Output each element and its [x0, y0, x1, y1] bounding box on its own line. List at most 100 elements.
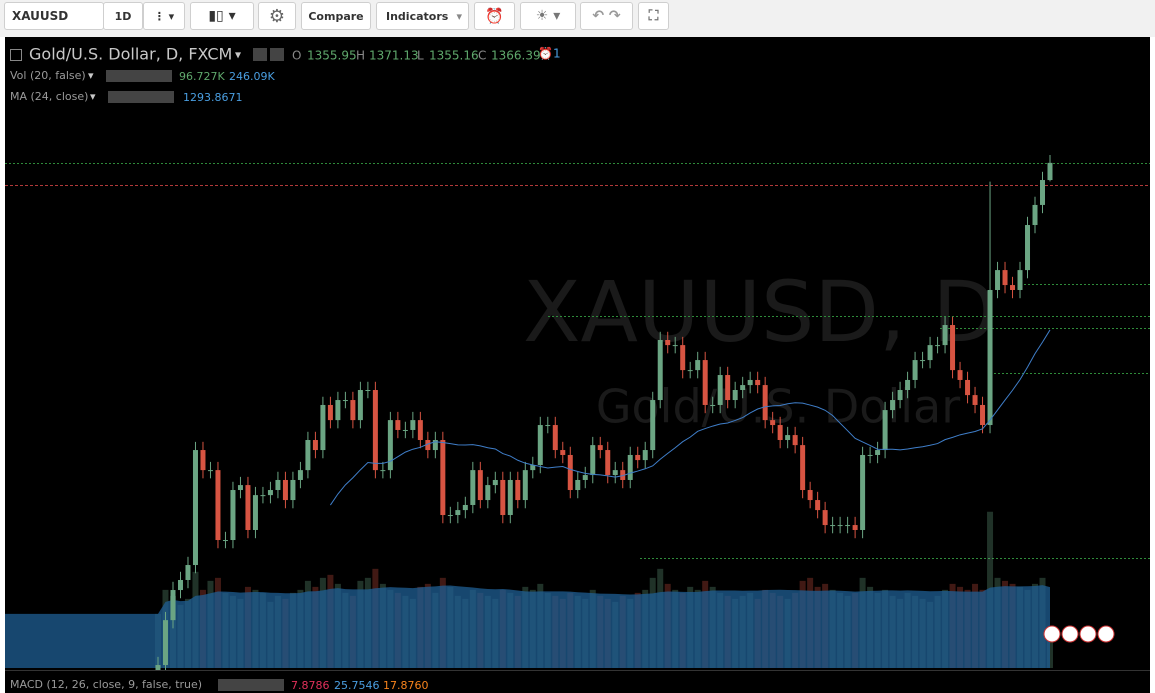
volume-value: 96.727K [179, 70, 225, 83]
candle-body [1047, 162, 1053, 181]
candle-body [830, 525, 836, 527]
candle-body [852, 525, 858, 530]
candle-body [927, 345, 933, 361]
ma-line [329, 329, 1051, 506]
ideas-button[interactable]: ☀ ▾ [520, 2, 576, 30]
open-label: O [292, 49, 301, 63]
indicators-label: Indicators [386, 9, 449, 23]
candle-body [380, 470, 386, 472]
macd-title: MACD (12, 26, close, 9, false, true) [10, 678, 202, 691]
event-badge [1079, 625, 1097, 643]
candle-body [515, 479, 521, 501]
candle-body [402, 429, 408, 431]
legend-icons [218, 679, 284, 691]
candle-body [567, 454, 573, 491]
pane-separator [5, 670, 1150, 671]
candle-body [462, 504, 468, 511]
candle-body [897, 390, 903, 401]
candle-body [905, 379, 911, 391]
candle-body [507, 479, 513, 516]
event-badge [1097, 625, 1115, 643]
candle-body [815, 500, 821, 511]
interval-menu[interactable]: ⋮ ▾ [143, 2, 185, 30]
toolbar: XAUUSD 1D ⋮ ▾ ▮▯ ▾ ⚙ Compare Indicators ▾… [0, 0, 1155, 37]
candle-body [642, 450, 648, 461]
high-value: 1371.13 [369, 49, 419, 63]
indicators-button[interactable]: Indicators ▾ [376, 2, 469, 30]
candle-body [447, 515, 453, 517]
signal-value: 25.7546 [334, 679, 380, 692]
candle-body [702, 360, 708, 405]
settings-button[interactable]: ⚙ [258, 2, 296, 30]
candle-body [657, 339, 663, 401]
chart-type-button[interactable]: ▮▯ ▾ [190, 2, 254, 30]
alert-button[interactable]: ⏰ [474, 2, 515, 30]
ma-value: 1293.8671 [183, 91, 243, 104]
chart-background [5, 37, 1150, 693]
chart: XAUUSD, D Gold/U.S. Dollar Gold/U.S. Dol… [5, 37, 1155, 693]
candle-body [215, 470, 221, 541]
open-value: 1355.95 [307, 49, 357, 63]
candle-body [350, 400, 356, 421]
candle-body [777, 425, 783, 441]
candle-body [1040, 180, 1046, 205]
candle-body [590, 445, 596, 476]
candle-body [635, 454, 641, 461]
macd-value: 7.8786 [291, 679, 330, 692]
candle-body [297, 470, 303, 480]
candle-body [492, 479, 498, 486]
fullscreen-button[interactable]: ⛶ [638, 2, 669, 30]
candle-body [650, 400, 656, 451]
candle-body [335, 400, 341, 421]
candle-body [372, 390, 378, 471]
candle-body [162, 620, 168, 666]
candle-body [575, 479, 581, 491]
candle-body [185, 565, 191, 580]
candle-body [327, 404, 333, 421]
undo-redo[interactable]: ↶ ↷ [580, 2, 633, 30]
watermark-description: Gold/U.S. Dollar [596, 380, 960, 434]
candle-body [822, 510, 828, 526]
candle-body [755, 379, 761, 386]
legend-icons [106, 70, 172, 82]
candle-body [800, 445, 806, 491]
candle-body [747, 379, 753, 386]
candle-body [500, 479, 506, 516]
candle-body [267, 490, 273, 496]
candle-body [432, 440, 438, 451]
candle-body [807, 490, 813, 501]
candle-body [912, 360, 918, 380]
candle-body [425, 440, 431, 451]
candle-body [627, 454, 633, 480]
candle-body [972, 395, 978, 405]
candle-body [357, 390, 363, 421]
candle-body [987, 289, 993, 426]
close-value: 1366.39 [491, 49, 541, 63]
candle-body [620, 470, 626, 480]
candle-body [935, 345, 941, 347]
candle-body [860, 454, 866, 530]
candle-body [965, 379, 971, 396]
alert-count: 1 [553, 47, 561, 61]
compare-button[interactable]: Compare [301, 2, 371, 30]
candle-body [597, 445, 603, 451]
watermark-symbol: XAUUSD, D [523, 263, 997, 361]
candle-body [342, 400, 348, 402]
candle-body [545, 425, 551, 427]
candle-body [605, 450, 611, 476]
symbol-input[interactable]: XAUUSD [4, 2, 104, 30]
candle-body [867, 454, 873, 456]
candle-body [395, 420, 401, 430]
candle-body [582, 475, 588, 480]
candle-body [365, 390, 371, 392]
candle-body [725, 375, 731, 401]
low-label: L [417, 49, 424, 63]
interval-button[interactable]: 1D [103, 2, 143, 30]
drawings [5, 163, 1150, 559]
volume-ma-value: 246.09K [229, 70, 275, 83]
price-layer [155, 155, 1053, 670]
candle-body [845, 525, 851, 527]
candle-body [680, 345, 686, 371]
candle-body [522, 470, 528, 501]
